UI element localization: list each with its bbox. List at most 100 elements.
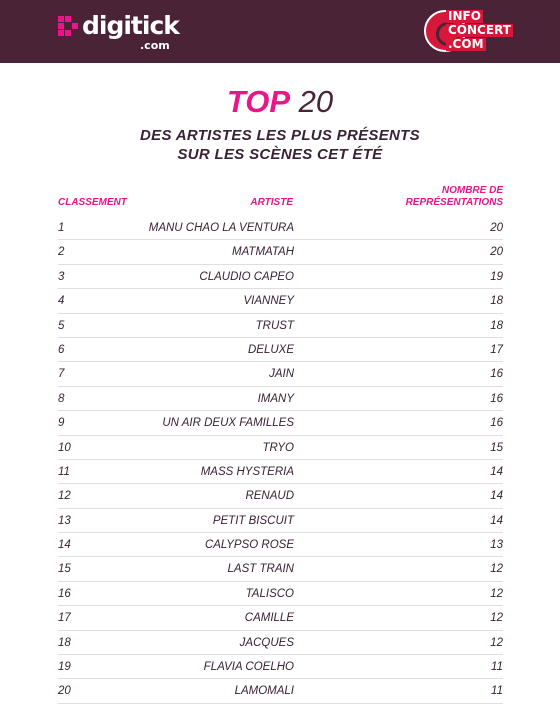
infoconcert-logo-line: INFO: [446, 9, 483, 23]
column-header-count: NOMBRE DE REPRÉSENTATIONS: [380, 185, 503, 209]
table-row: 18 JACQUES 12: [58, 631, 503, 656]
artist-cell: RENAUD: [245, 490, 294, 503]
artist-cell: JAIN: [269, 368, 294, 381]
count-cell: 18: [490, 295, 503, 308]
page-title: TOP 20: [0, 85, 560, 119]
digitick-logo-text: digitick: [82, 11, 180, 40]
artist-cell: JACQUES: [239, 636, 294, 649]
rank-cell: 8: [58, 392, 65, 405]
column-header-artist: ARTISTE: [250, 197, 293, 208]
rank-cell: 13: [58, 514, 71, 527]
count-cell: 12: [490, 612, 503, 625]
count-cell: 14: [490, 514, 503, 527]
artist-cell: PETIT BISCUIT: [212, 514, 294, 527]
column-header-count-line-2: REPRÉSENTATIONS: [405, 197, 503, 208]
artist-cell: CALYPSO ROSE: [204, 539, 294, 552]
rank-cell: 15: [58, 563, 71, 576]
table-row: 16 TALISCO 12: [58, 582, 503, 607]
rank-cell: 17: [58, 612, 71, 625]
table-row: 1 MANU CHAO LA VENTURA 20: [58, 216, 503, 241]
count-cell: 12: [490, 587, 503, 600]
column-header-rank: CLASSEMENT: [58, 197, 127, 208]
count-cell: 11: [491, 661, 503, 674]
table-row: 17 CAMILLE 12: [58, 606, 503, 631]
digitick-logo[interactable]: digitick .com: [58, 11, 188, 52]
rank-cell: 19: [58, 661, 71, 674]
table-row: 2 MATMATAH 20: [58, 240, 503, 265]
subtitle-line-1: DES ARTISTES LES PLUS PRÉSENTS: [140, 127, 420, 144]
rank-cell: 3: [58, 270, 65, 283]
count-cell: 14: [490, 465, 503, 478]
count-cell: 14: [490, 490, 503, 503]
infoconcert-logo-text: INFO CONCERT .COM: [446, 9, 513, 52]
rank-cell: 7: [58, 368, 65, 381]
rank-cell: 16: [58, 587, 71, 600]
title-number: 20: [298, 84, 334, 119]
rank-cell: 9: [58, 417, 65, 430]
rank-cell: 10: [58, 441, 71, 454]
count-cell: 16: [490, 417, 503, 430]
table-row: 19 FLAVIA COELHO 11: [58, 655, 503, 680]
artist-cell: VIANNEY: [243, 295, 295, 308]
table-row: 3 CLAUDIO CAPEO 19: [58, 265, 503, 290]
rank-cell: 5: [58, 319, 65, 332]
artist-cell: TRUST: [255, 319, 294, 332]
artist-cell: FLAVIA COELHO: [203, 661, 294, 674]
table-row: 5 TRUST 18: [58, 314, 503, 338]
table-row: 9 UN AIR DEUX FAMILLES 16: [58, 411, 503, 436]
title-top-label: TOP: [226, 84, 291, 119]
infoconcert-logo-line: .COM: [446, 37, 486, 51]
table-row: 7 JAIN 16: [58, 362, 503, 387]
table-row: 20 LAMOMALI 11: [58, 679, 503, 704]
artist-cell: MASS HYSTERIA: [200, 465, 294, 478]
rank-cell: 14: [58, 539, 71, 552]
rank-cell: 12: [58, 490, 71, 503]
table-row: 15 LAST TRAIN 12: [58, 557, 503, 582]
page-subtitle: DES ARTISTES LES PLUS PRÉSENTS SUR LES S…: [0, 126, 560, 164]
count-cell: 18: [490, 319, 503, 332]
artist-cell: CAMILLE: [244, 612, 294, 625]
table-row: 4 VIANNEY 18: [58, 289, 503, 314]
rank-cell: 20: [58, 685, 71, 698]
rank-cell: 4: [58, 295, 65, 308]
artist-cell: LAST TRAIN: [227, 563, 294, 576]
rank-cell: 6: [58, 343, 65, 356]
rank-cell: 2: [58, 246, 65, 259]
artist-cell: TRYO: [262, 441, 294, 454]
artist-cell: TALISCO: [245, 587, 294, 600]
table-row: 12 RENAUD 14: [58, 484, 503, 509]
count-cell: 19: [490, 270, 503, 283]
table-row: 6 DELUXE 17: [58, 338, 503, 363]
digitick-logo-mark-icon: [58, 16, 78, 38]
infoconcert-logo-line: CONCERT: [446, 23, 513, 37]
artist-cell: CLAUDIO CAPEO: [199, 270, 294, 283]
count-cell: 16: [490, 368, 503, 381]
artist-cell: DELUXE: [247, 343, 294, 356]
rank-cell: 1: [58, 222, 65, 234]
count-cell: 20: [490, 246, 503, 259]
count-cell: 17: [490, 343, 503, 356]
header-bar: digitick .com INFO CONCERT .COM: [0, 0, 560, 63]
count-cell: 12: [490, 563, 503, 576]
table-row: 10 TRYO 15: [58, 436, 503, 460]
artist-cell: LAMOMALI: [234, 685, 294, 698]
infoconcert-logo[interactable]: INFO CONCERT .COM: [424, 8, 513, 54]
artist-cell: IMANY: [257, 392, 294, 405]
artist-cell: MATMATAH: [232, 246, 294, 259]
count-cell: 12: [490, 636, 503, 649]
rank-cell: 18: [58, 636, 71, 649]
subtitle-line-2: SUR LES SCÈNES CET ÉTÉ: [177, 146, 383, 163]
artist-cell: UN AIR DEUX FAMILLES: [162, 417, 294, 430]
rank-cell: 11: [58, 465, 70, 478]
ranking-table: 1 MANU CHAO LA VENTURA 20 2 MATMATAH 20 3 CLAUD…: [58, 216, 503, 704]
table-row: 13 PETIT BISCUIT 14: [58, 509, 503, 534]
table-row: 11 MASS HYSTERIA 14: [58, 460, 503, 485]
artist-cell: MANU CHAO LA VENTURA: [148, 222, 294, 234]
digitick-logo-domain: .com: [140, 39, 170, 52]
table-row: 8 IMANY 16: [58, 387, 503, 412]
count-cell: 11: [491, 685, 503, 698]
count-cell: 13: [490, 539, 503, 552]
count-cell: 20: [490, 222, 503, 234]
count-cell: 16: [490, 392, 503, 405]
column-header-count-line-1: NOMBRE DE: [441, 185, 503, 196]
